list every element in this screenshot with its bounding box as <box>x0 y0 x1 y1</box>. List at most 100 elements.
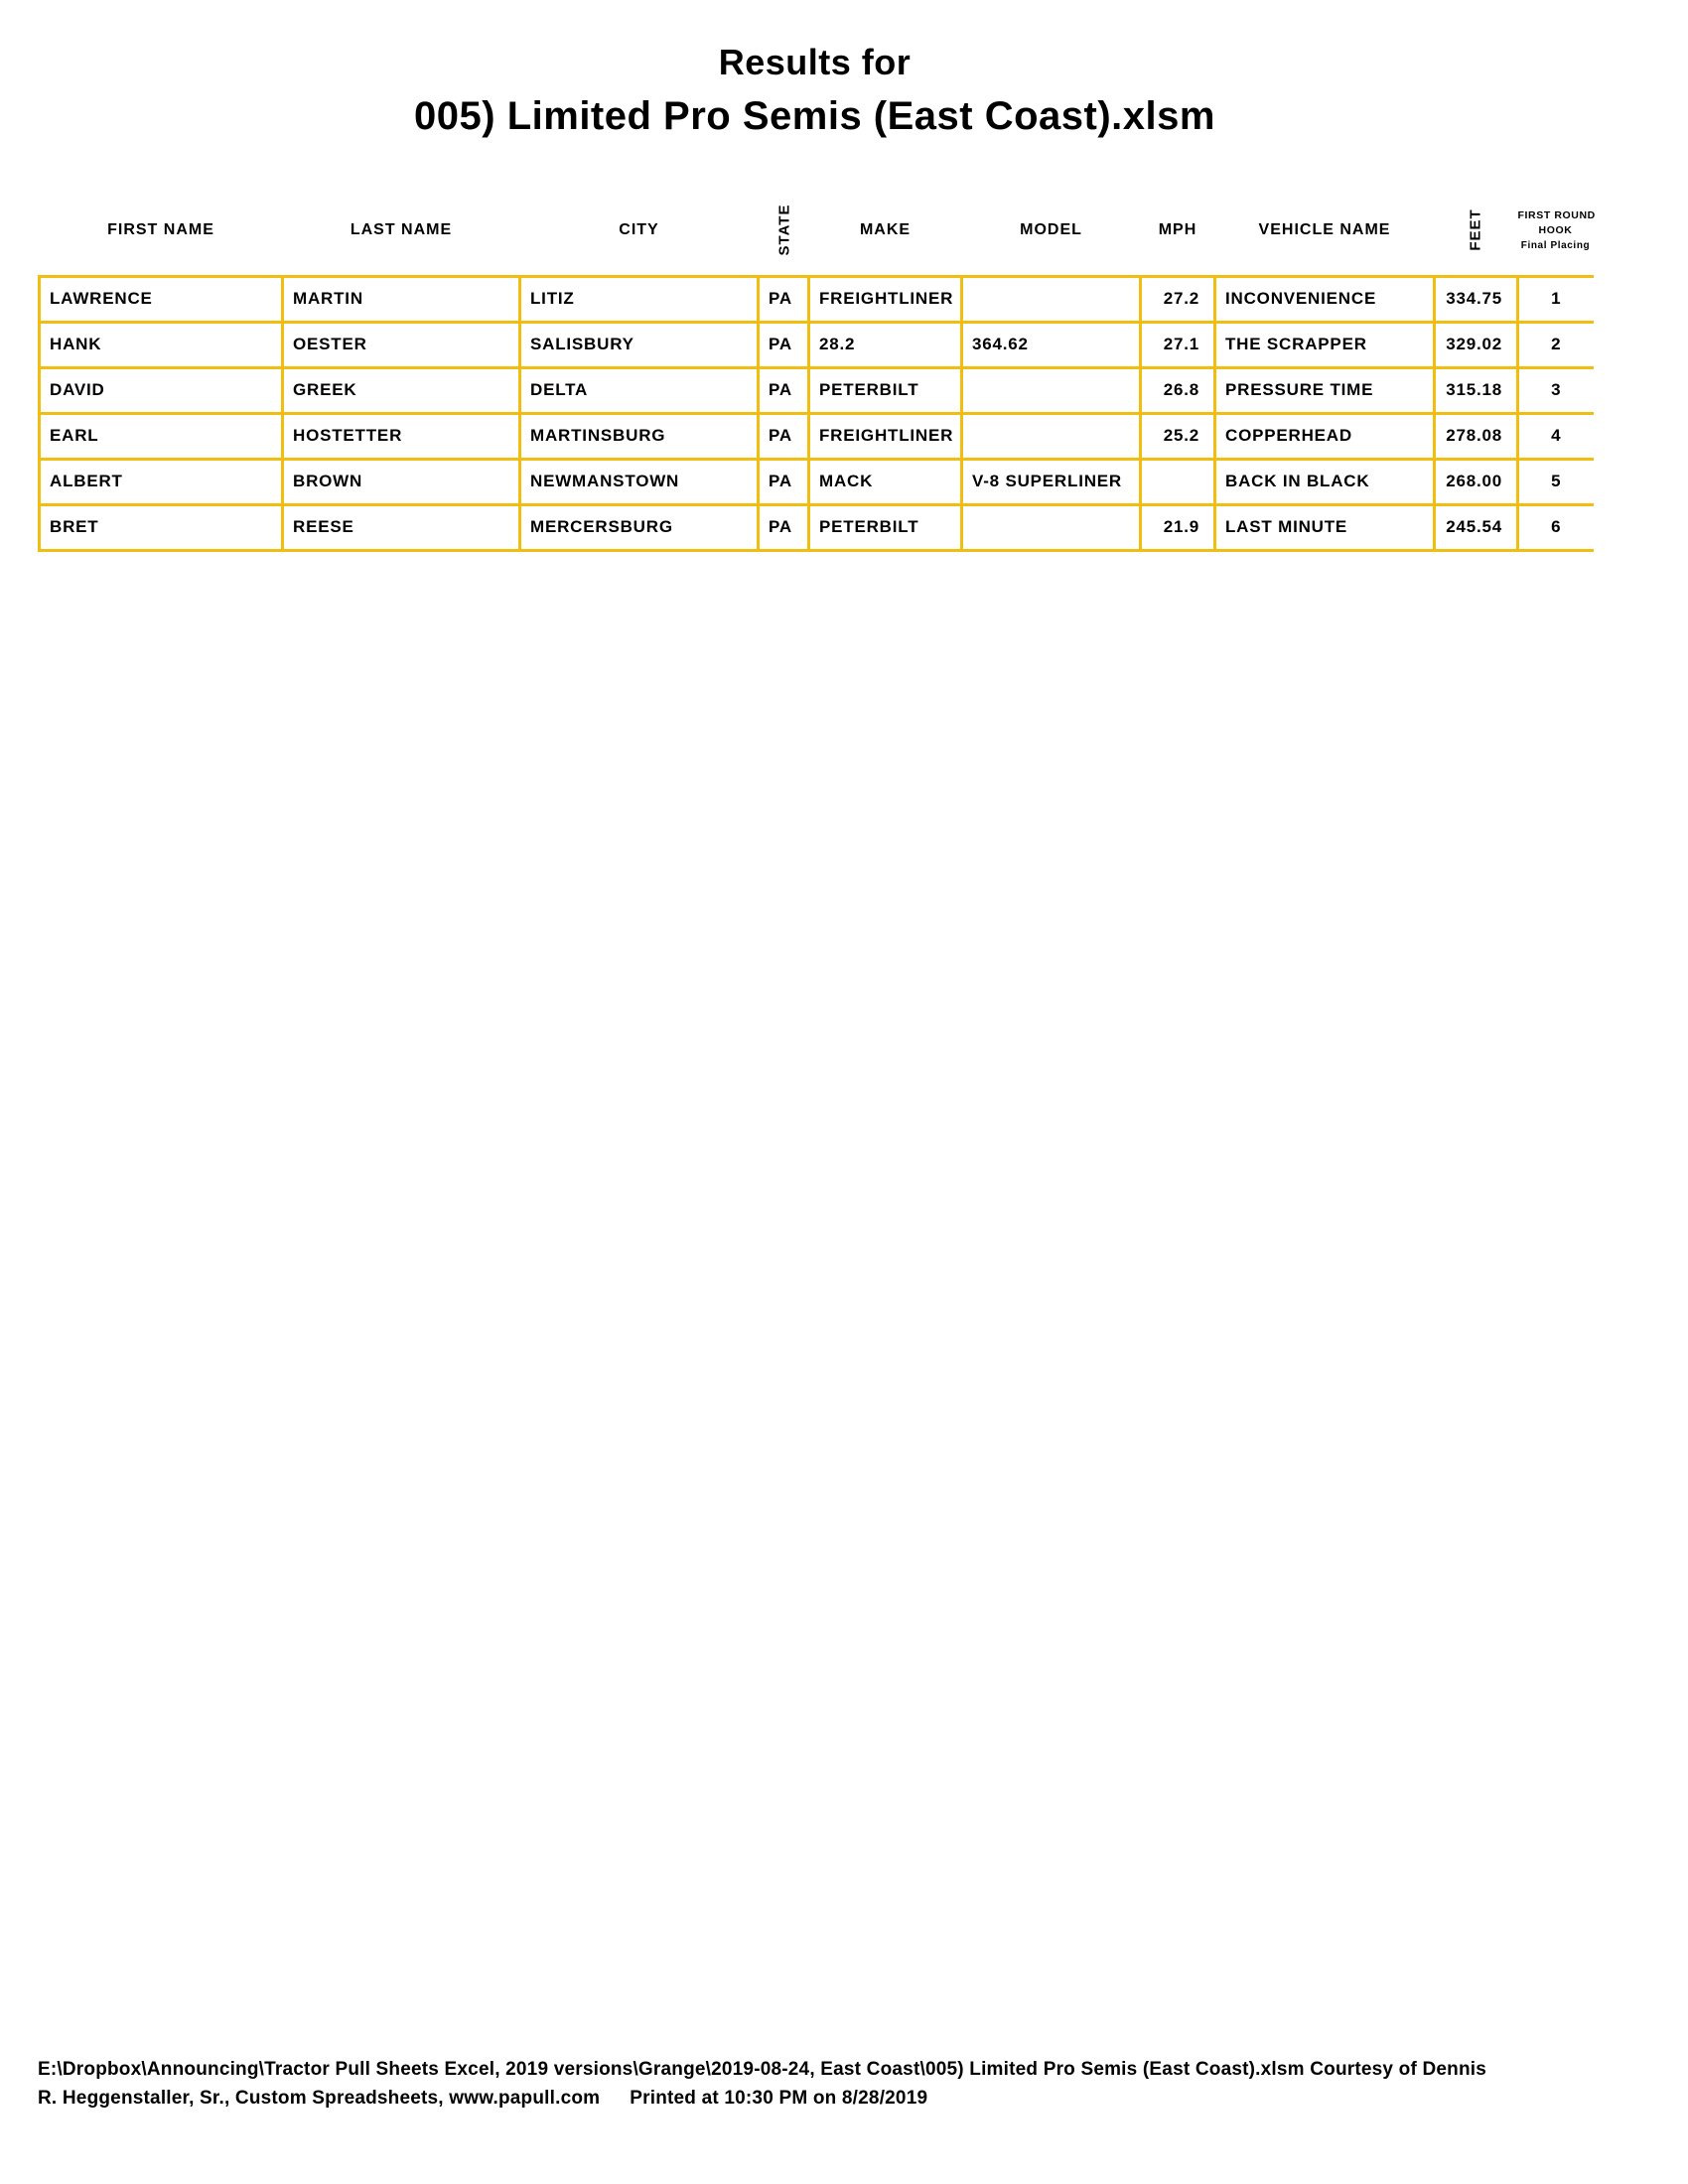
table-row: LAWRENCE MARTIN LITIZ PA FREIGHTLINER 27.2 INC… <box>38 274 1594 324</box>
page-title: Results for <box>718 42 912 82</box>
cell-city: LITIZ <box>518 274 760 324</box>
cell-state: PA <box>757 365 810 415</box>
cell-model <box>960 411 1142 461</box>
column-header-label: MPH <box>1158 221 1197 239</box>
cell-model <box>960 365 1142 415</box>
cell-feet: 315.18 <box>1433 365 1519 415</box>
cell-last-name: OESTER <box>281 320 521 369</box>
column-header-first-name: FIRST NAME <box>40 187 283 276</box>
column-header-vehicle-name: VEHICLE NAME <box>1215 187 1435 276</box>
table-row: EARL HOSTETTER MARTINSBURG PA FREIGHTLINER 25… <box>38 411 1594 461</box>
cell-vehicle-name: LAST MINUTE <box>1213 502 1436 552</box>
cell-vehicle-name: PRESSURE TIME <box>1213 365 1436 415</box>
cell-city: MERCERSBURG <box>518 502 760 552</box>
column-header-state: STATE <box>759 187 809 276</box>
cell-mph: 26.8 <box>1139 365 1216 415</box>
column-header-label-rotated: FEET <box>1468 208 1484 251</box>
cell-first-name: LAWRENCE <box>38 274 284 324</box>
cell-model <box>960 274 1142 324</box>
cell-vehicle-name: THE SCRAPPER <box>1213 320 1436 369</box>
cell-feet: 334.75 <box>1433 274 1519 324</box>
cell-state: PA <box>757 457 810 506</box>
table-row: ALBERT BROWN NEWMANSTOWN PA MACK V-8 SUPERLIN… <box>38 457 1594 506</box>
footer-credit-line: R. Heggenstaller, Sr., Custom Spreadshee… <box>38 2084 1626 2113</box>
page-footer: E:\Dropbox\Announcing\Tractor Pull Sheet… <box>38 2055 1626 2113</box>
cell-placing: 5 <box>1516 457 1594 506</box>
column-header-last-name: LAST NAME <box>283 187 520 276</box>
cell-state: PA <box>757 411 810 461</box>
column-header-label: VEHICLE NAME <box>1258 221 1391 239</box>
column-header-label: Final Placing <box>1520 239 1591 251</box>
header-row: FIRST NAME LAST NAME CITY STATE MAKE MOD… <box>40 187 1596 276</box>
column-header-label-rotated: STATE <box>774 204 792 256</box>
column-header-label: HOOK <box>1538 223 1573 236</box>
cell-make: MACK <box>807 457 963 506</box>
table-body: LAWRENCE MARTIN LITIZ PA FREIGHTLINER 27.2 INC… <box>38 274 1594 552</box>
cell-vehicle-name: BACK IN BLACK <box>1213 457 1436 506</box>
column-header-label: LAST NAME <box>350 221 453 239</box>
cell-city: MARTINSBURG <box>518 411 760 461</box>
cell-state: PA <box>757 502 810 552</box>
cell-feet: 268.00 <box>1433 457 1519 506</box>
cell-mph: 27.2 <box>1139 274 1216 324</box>
cell-placing: 6 <box>1516 502 1594 552</box>
cell-make: FREIGHTLINER <box>807 274 963 324</box>
column-header-city: CITY <box>520 187 759 276</box>
cell-last-name: GREEK <box>281 365 521 415</box>
cell-make: 28.2 <box>807 320 963 369</box>
cell-city: SALISBURY <box>518 320 760 369</box>
page-subtitle-filename: 005) Limited Pro Semis (East Coast).xlsm <box>414 94 1215 138</box>
cell-placing: 2 <box>1516 320 1594 369</box>
column-header-label: CITY <box>619 221 659 239</box>
cell-vehicle-name: INCONVENIENCE <box>1213 274 1436 324</box>
table-row: HANK OESTER SALISBURY PA 28.2 364.62 27.1 THE S… <box>38 320 1594 369</box>
cell-mph: 21.9 <box>1139 502 1216 552</box>
column-header-placing-lines: FIRST ROUND HOOK Final Placing <box>1517 208 1596 253</box>
cell-last-name: REESE <box>281 502 521 552</box>
cell-first-name: DAVID <box>38 365 284 415</box>
cell-first-name: ALBERT <box>38 457 284 506</box>
cell-make: PETERBILT <box>807 365 963 415</box>
table-row: BRET REESE MERCERSBURG PA PETERBILT 21.9 LAST … <box>38 502 1594 552</box>
footer-printed-timestamp: Printed at 10:30 PM on 8/28/2019 <box>630 2088 928 2109</box>
cell-make: PETERBILT <box>807 502 963 552</box>
title-block: Results for 005) Limited Pro Semis (East… <box>38 42 1592 139</box>
cell-first-name: BRET <box>38 502 284 552</box>
results-table: FIRST NAME LAST NAME CITY STATE MAKE MOD… <box>38 187 1596 552</box>
column-header-label: MODEL <box>1020 221 1082 239</box>
cell-state: PA <box>757 320 810 369</box>
cell-feet: 245.54 <box>1433 502 1519 552</box>
cell-placing: 3 <box>1516 365 1594 415</box>
cell-feet: 278.08 <box>1433 411 1519 461</box>
cell-state: PA <box>757 274 810 324</box>
footer-credit: R. Heggenstaller, Sr., Custom Spreadshee… <box>38 2088 601 2109</box>
cell-first-name: HANK <box>38 320 284 369</box>
column-header-model: MODEL <box>962 187 1141 276</box>
cell-last-name: HOSTETTER <box>281 411 521 461</box>
cell-model: V-8 SUPERLINER <box>960 457 1142 506</box>
cell-city: NEWMANSTOWN <box>518 457 760 506</box>
cell-feet: 329.02 <box>1433 320 1519 369</box>
cell-city: DELTA <box>518 365 760 415</box>
table-header: FIRST NAME LAST NAME CITY STATE MAKE MOD… <box>40 187 1596 276</box>
cell-placing: 4 <box>1516 411 1594 461</box>
column-header-feet: FEET <box>1435 187 1518 276</box>
column-header-make: MAKE <box>809 187 962 276</box>
cell-model: 364.62 <box>960 320 1142 369</box>
column-header-label: FIRST NAME <box>107 221 214 239</box>
column-header-label: FIRST ROUND <box>1517 208 1596 221</box>
column-header-placing: FIRST ROUND HOOK Final Placing <box>1517 187 1596 276</box>
cell-make: FREIGHTLINER <box>807 411 963 461</box>
cell-placing: 1 <box>1516 274 1594 324</box>
footer-file-path: E:\Dropbox\Announcing\Tractor Pull Sheet… <box>38 2059 1487 2080</box>
cell-mph: 27.1 <box>1139 320 1216 369</box>
column-header-mph: MPH <box>1141 187 1215 276</box>
cell-mph <box>1139 457 1216 506</box>
cell-last-name: MARTIN <box>281 274 521 324</box>
cell-first-name: EARL <box>38 411 284 461</box>
cell-vehicle-name: COPPERHEAD <box>1213 411 1436 461</box>
cell-model <box>960 502 1142 552</box>
cell-last-name: BROWN <box>281 457 521 506</box>
table-row: DAVID GREEK DELTA PA PETERBILT 26.8 PRESSURE T… <box>38 365 1594 415</box>
